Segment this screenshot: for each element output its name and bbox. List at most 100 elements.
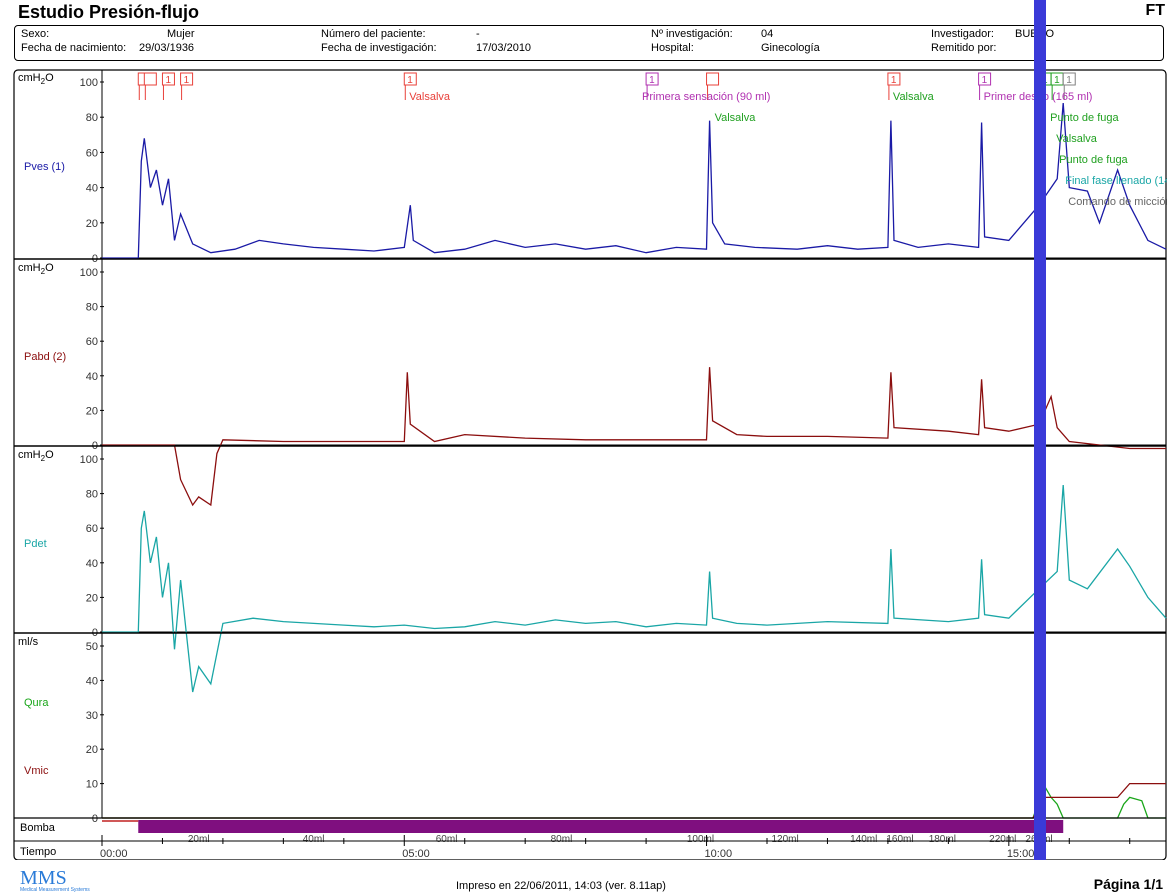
event-marker [161, 72, 175, 86]
y-tick-label: 30 [86, 710, 98, 722]
panel-unit-label: cmH2O [18, 262, 54, 276]
series-line [102, 484, 1167, 693]
series-label: Pabd (2) [24, 351, 66, 363]
bomba-bar [138, 820, 1064, 833]
series-label: Vmic [24, 765, 49, 777]
panel-unit-label: cmH2O [18, 72, 54, 86]
event-marker [645, 72, 659, 86]
y-tick-label: 100 [80, 267, 98, 279]
sexo-label: Sexo: [21, 28, 50, 40]
y-tick-label: 100 [80, 454, 98, 466]
n-investigacion-value: 04 [761, 28, 774, 40]
time-tick-label: 10:00 [705, 848, 733, 860]
event-annotation: Punto de fuga [1050, 112, 1119, 124]
event-marker-label: 1 [165, 75, 171, 86]
remitido-label: Remitido por: [931, 42, 997, 54]
event-annotation: Valsalva [715, 112, 757, 124]
event-marker [143, 72, 157, 86]
study-code: FT [1145, 2, 1165, 19]
y-tick-label: 50 [86, 641, 98, 653]
sexo-value: Mujer [167, 28, 195, 40]
event-marker-label: 1 [1054, 75, 1060, 86]
y-tick-label: 20 [86, 405, 98, 417]
event-marker-label: 1 [649, 75, 655, 86]
series-line [102, 782, 1166, 819]
numero-paciente-value: - [476, 28, 480, 40]
event-annotation: Final fase llenado (149 [1065, 175, 1167, 187]
y-tick-label: 100 [80, 77, 98, 89]
numero-paciente-label: Número del paciente: [321, 28, 426, 40]
hospital-value: Ginecología [761, 42, 820, 54]
fecha-nacimiento-label: Fecha de nacimiento: [21, 42, 127, 54]
series-line [102, 367, 1166, 507]
fecha-investigacion-value: 17/03/2010 [476, 42, 532, 54]
y-tick-label: 40 [86, 558, 98, 570]
y-tick-label: 40 [86, 675, 98, 687]
y-tick-label: 10 [86, 779, 98, 791]
volume-tick-label: 220ml [989, 834, 1016, 845]
time-tick-label: 05:00 [402, 848, 430, 860]
y-tick-label: 20 [86, 218, 98, 230]
volume-tick-label: 80ml [551, 834, 573, 845]
panel-unit-label: ml/s [18, 636, 39, 648]
event-annotation: Primera sensación (90 ml) [642, 91, 770, 103]
event-marker-label: 1 [891, 75, 897, 86]
event-marker-label: 1 [982, 75, 988, 86]
volume-tick-label: 40ml [303, 834, 325, 845]
page-number: Página 1/1 [1093, 876, 1163, 892]
bomba-label: Bomba [20, 822, 56, 834]
y-tick-label: 20 [86, 592, 98, 604]
event-marker-label: 1 [407, 75, 413, 86]
event-marker [1062, 72, 1076, 86]
hospital-label: Hospital: [651, 42, 694, 54]
volume-tick-label: 140ml [850, 834, 877, 845]
panel-unit-label: cmH2O [18, 449, 54, 463]
time-tick-label: 00:00 [100, 848, 128, 860]
event-annotation: Valsalva [1056, 133, 1098, 145]
mms-logo: MMS [20, 867, 67, 889]
series-label: Pves (1) [24, 161, 65, 173]
series-line [102, 103, 1167, 259]
event-annotation: Comando de micción [1068, 196, 1167, 208]
volume-tick-label: 120ml [772, 834, 799, 845]
y-tick-label: 20 [86, 744, 98, 756]
y-tick-label: 60 [86, 336, 98, 348]
tiempo-label: Tiempo [20, 846, 56, 858]
series-line [102, 785, 1166, 819]
n-investigacion-label: Nº investigación: [651, 28, 733, 40]
event-marker [180, 72, 194, 86]
playback-cursor [1034, 0, 1046, 860]
volume-tick-label: 20ml [188, 834, 210, 845]
event-annotation: Valsalva [409, 91, 451, 103]
volume-tick-label: 100ml [687, 834, 714, 845]
volume-tick-label: 180ml [929, 834, 956, 845]
investigador-label: Investigador: [931, 28, 994, 40]
page-title: Estudio Presión-flujo [18, 2, 200, 22]
chart-frame [13, 69, 1167, 860]
event-marker [403, 72, 417, 86]
series-label: Pdet [24, 538, 47, 550]
y-tick-label: 80 [86, 489, 98, 501]
y-tick-label: 80 [86, 302, 98, 314]
event-marker [887, 72, 901, 86]
y-tick-label: 40 [86, 371, 98, 383]
event-annotation: Valsalva [893, 91, 935, 103]
mms-logo-subtitle: Medical Measurement Systems [20, 887, 90, 893]
event-marker [706, 72, 720, 86]
time-tick-label: 15:00 [1007, 848, 1035, 860]
event-marker-label: 1 [1066, 75, 1072, 86]
volume-tick-label: 60ml [436, 834, 458, 845]
printed-info: Impreso en 22/06/2011, 14:03 (ver. 8.11a… [456, 880, 666, 892]
patient-info-box: Sexo: Mujer Fecha de nacimiento: 29/03/1… [14, 25, 1164, 61]
fecha-investigacion-label: Fecha de investigación: [321, 42, 437, 54]
fecha-nacimiento-value: 29/03/1936 [139, 42, 195, 54]
series-label: Qura [24, 697, 49, 709]
event-annotation: Punto de fuga [1059, 154, 1128, 166]
y-tick-label: 60 [86, 523, 98, 535]
y-tick-label: 40 [86, 183, 98, 195]
volume-tick-label: 160ml [886, 834, 913, 845]
y-tick-label: 80 [86, 112, 98, 124]
y-tick-label: 60 [86, 147, 98, 159]
event-marker [978, 72, 992, 86]
